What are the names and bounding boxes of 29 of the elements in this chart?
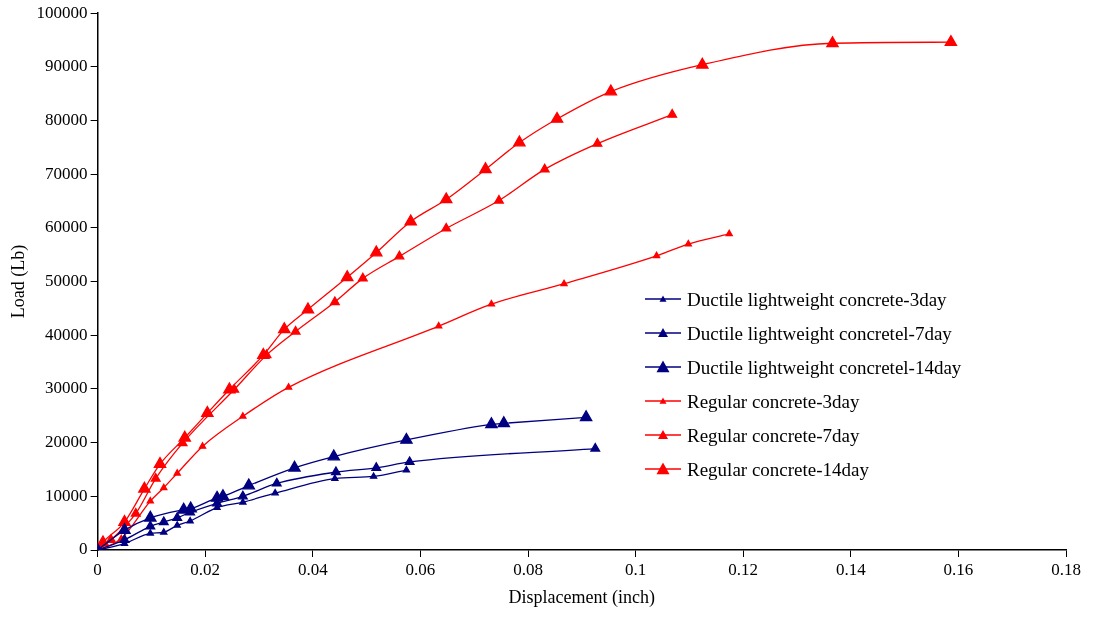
x-axis-title: Displacement (inch) xyxy=(508,586,656,608)
legend-label: Ductile lightweight concrete-3day xyxy=(687,288,947,310)
legend-label: Regular concrete-3day xyxy=(687,390,860,412)
y-tick-label: 80000 xyxy=(45,110,88,130)
y-tick-label: 100000 xyxy=(36,2,88,22)
legend-label: Regular concrete-14day xyxy=(687,458,869,480)
y-tick-label: 50000 xyxy=(45,271,88,291)
y-tick-label: 10000 xyxy=(45,485,88,505)
x-tick-label: 0.18 xyxy=(1051,559,1081,579)
x-tick-label: 0.1 xyxy=(624,559,647,579)
x-tick-label: 0 xyxy=(93,559,102,579)
x-tick-label: 0.16 xyxy=(943,559,974,579)
y-tick-label: 20000 xyxy=(45,432,88,452)
y-tick-label: 40000 xyxy=(45,324,88,344)
legend-label: Ductile lightweight concretel-14day xyxy=(687,356,962,378)
x-tick-label: 0.12 xyxy=(728,559,759,579)
y-tick-label: 30000 xyxy=(45,378,88,398)
x-tick-label: 0.04 xyxy=(297,559,329,579)
x-tick-label: 0.14 xyxy=(835,559,867,579)
y-tick-label: 90000 xyxy=(45,56,88,76)
y-axis-title: Load (Lb) xyxy=(7,244,29,319)
y-tick-label: 0 xyxy=(79,539,88,559)
y-tick-label: 70000 xyxy=(45,163,88,183)
legend-label: Ductile lightweight concretel-7day xyxy=(687,322,952,344)
x-tick-label: 0.06 xyxy=(405,559,436,579)
x-tick-label: 0.02 xyxy=(190,559,221,579)
x-tick-label: 0.08 xyxy=(513,559,543,579)
y-tick-label: 60000 xyxy=(45,217,88,237)
legend-label: Regular concrete-7day xyxy=(687,424,860,446)
